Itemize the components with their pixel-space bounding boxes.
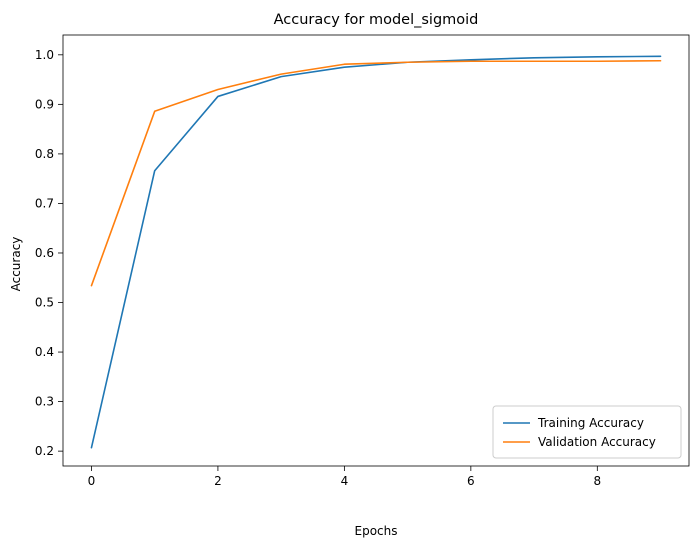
plot-background (63, 35, 689, 466)
x-tick-label: 4 (341, 474, 349, 488)
y-tick-label: 0.6 (35, 246, 54, 260)
x-tick-label: 2 (214, 474, 222, 488)
y-tick-label: 0.9 (35, 97, 54, 111)
chart-title: Accuracy for model_sigmoid (274, 12, 479, 28)
y-tick-label: 1.0 (35, 48, 54, 62)
y-tick-label: 0.8 (35, 147, 54, 161)
x-tick-label: 6 (467, 474, 475, 488)
plot-frame (62, 34, 690, 467)
y-tick-label: 0.5 (35, 296, 54, 310)
series-line (90, 55, 662, 449)
plot-area: 0 2 4 6 8 0.2 0.3 0.4 0.5 0.6 0.7 0.8 0.9 1.0 Training… (35, 34, 690, 488)
x-axis-label: Epochs (355, 524, 398, 538)
legend: Training Accuracy Validation Accuracy (492, 405, 682, 459)
x-tick-label: 0 (88, 474, 96, 488)
y-tick-label: 0.2 (35, 444, 54, 458)
y-axis-label: Accuracy (9, 237, 23, 292)
y-tick-label: 0.7 (35, 196, 54, 210)
series-line (90, 59, 662, 287)
legend-label: Training Accuracy (537, 416, 644, 430)
y-tick-label: 0.4 (35, 345, 54, 359)
legend-label: Validation Accuracy (538, 435, 656, 449)
y-tick-label: 0.3 (35, 395, 54, 409)
x-tick-label: 8 (593, 474, 601, 488)
legend-box (492, 405, 682, 459)
